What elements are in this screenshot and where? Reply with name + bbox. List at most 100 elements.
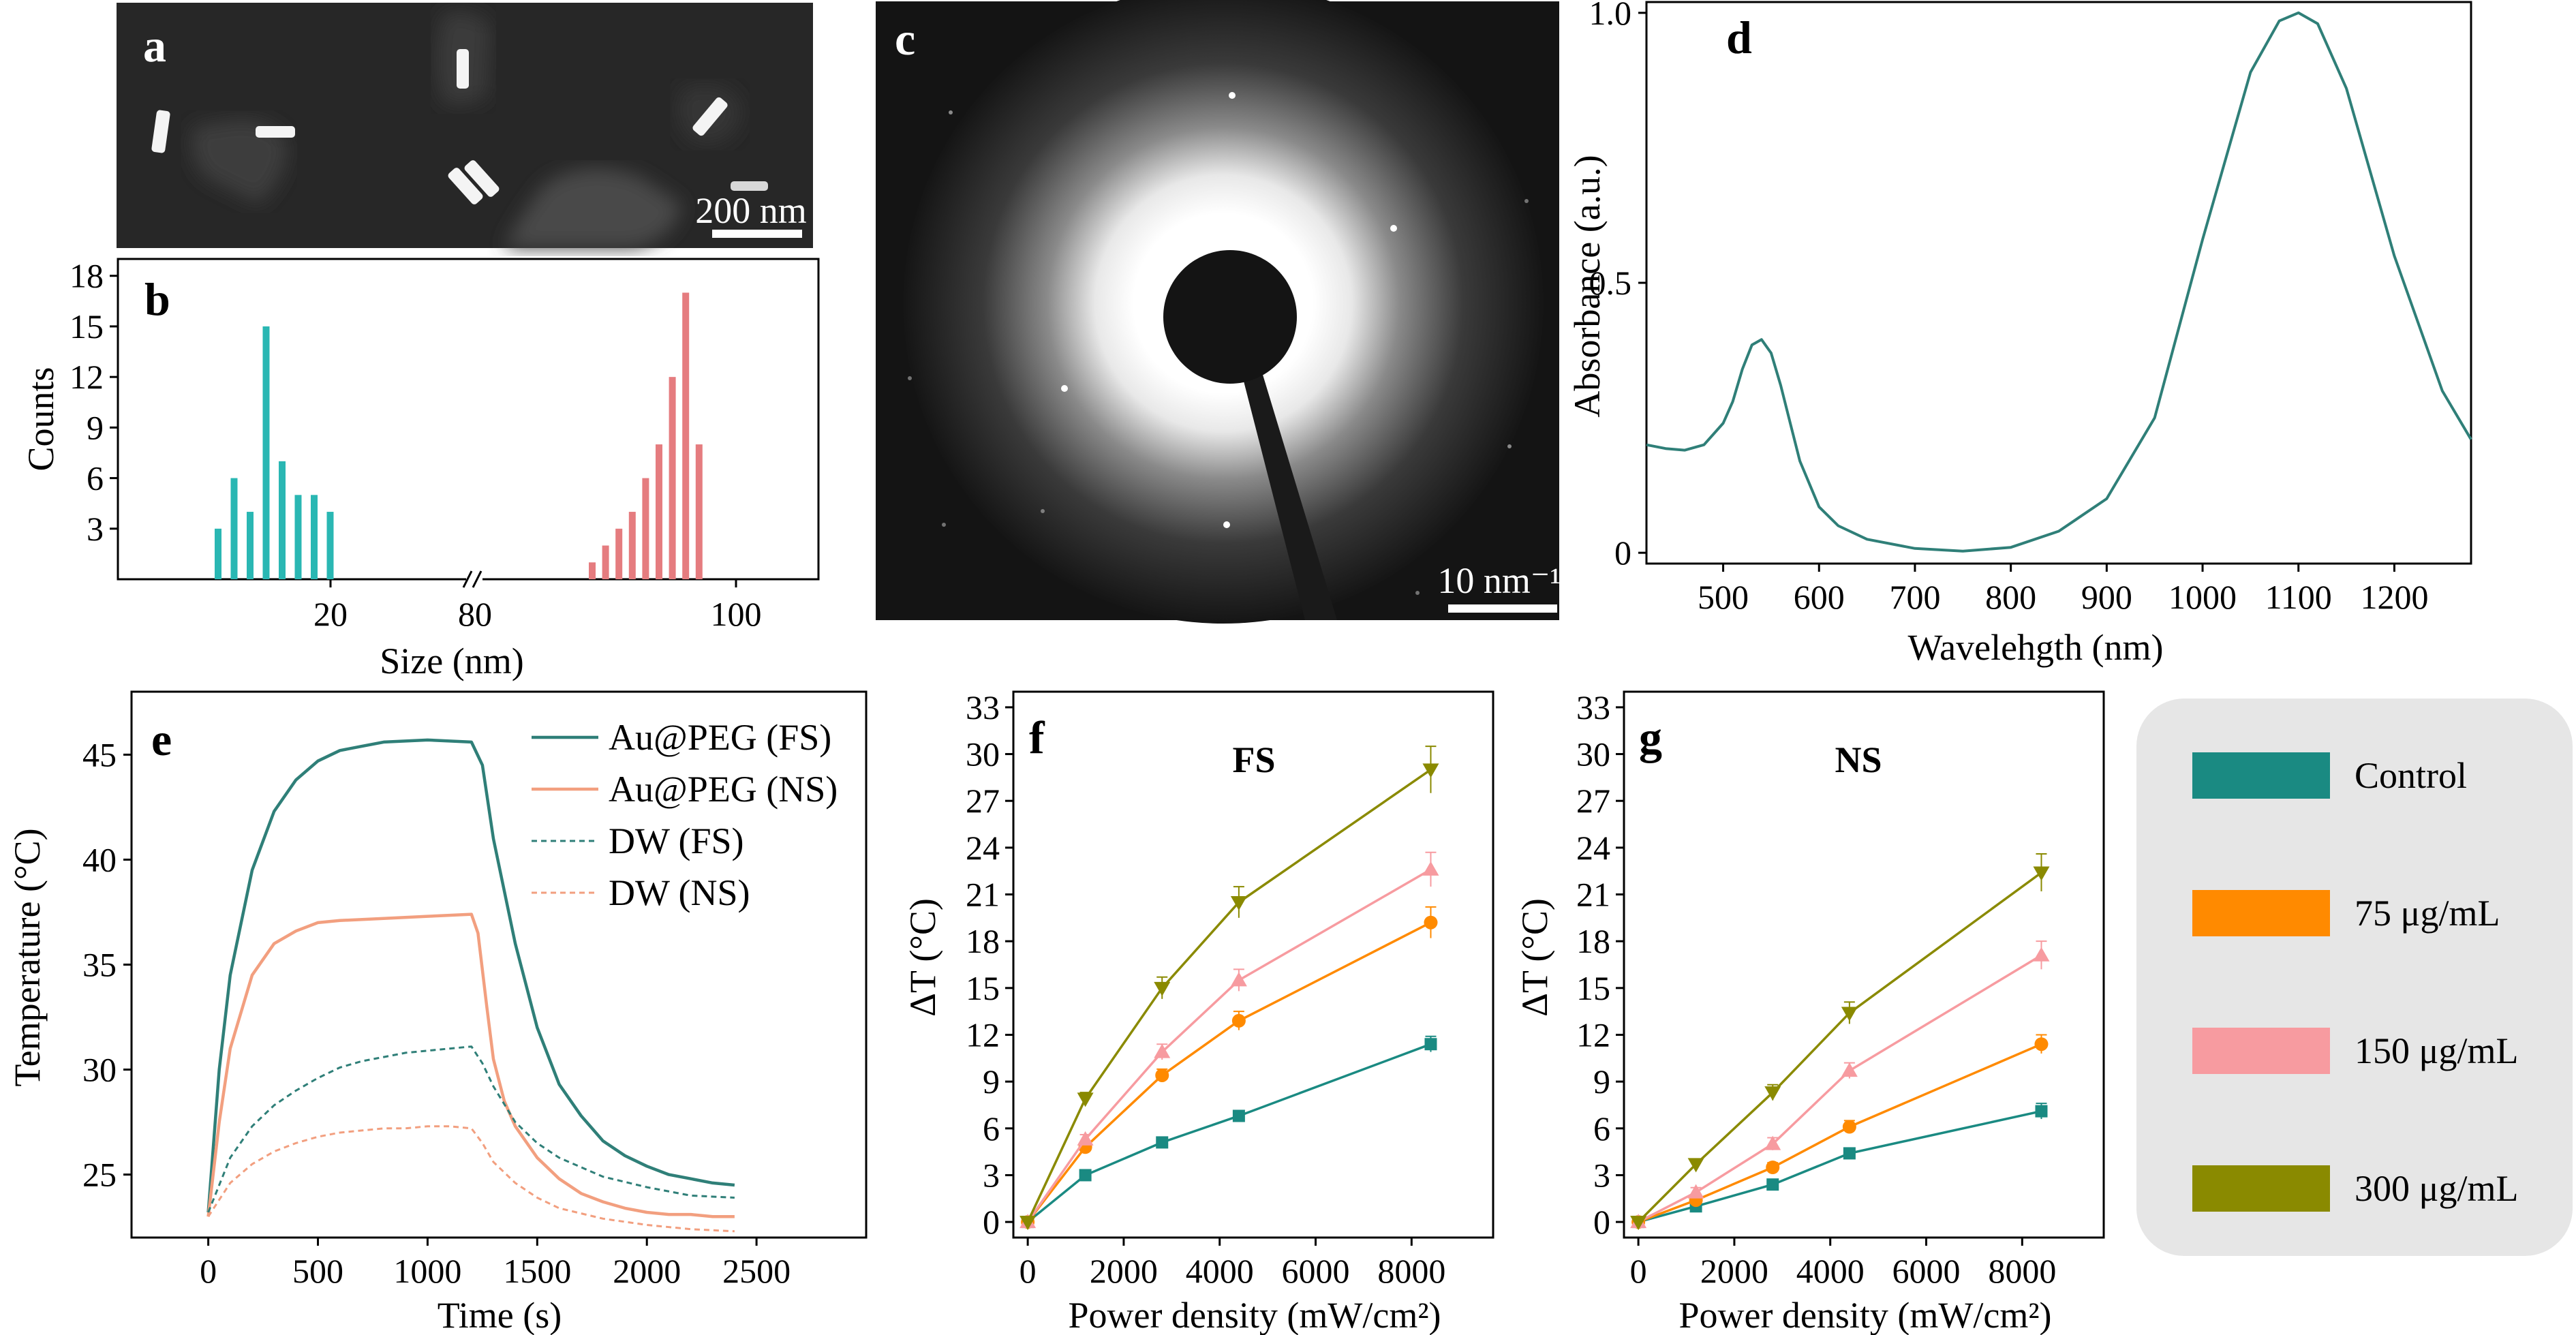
- temperature-legend: Au@PEG (FS) Au@PEG (NS) DW (FS) DW (NS): [532, 717, 838, 913]
- data-marker: [2035, 1105, 2048, 1118]
- tick-label: 27: [966, 782, 1000, 820]
- tick-label: 45: [82, 735, 117, 773]
- tick-label: 900: [2081, 578, 2132, 616]
- tick-label: 12: [1576, 1015, 1610, 1054]
- tick-label: 1000: [2168, 578, 2237, 616]
- panel-f-title: FS: [1232, 739, 1275, 780]
- tick-label: 0: [200, 1252, 217, 1290]
- data-marker: [1766, 1178, 1779, 1191]
- tick-label: 2000: [1700, 1252, 1768, 1290]
- tick-label: 0: [1614, 534, 1631, 572]
- x-axis-title: Power density (mW/cm²): [1068, 1295, 1441, 1335]
- tem-particles: [151, 12, 768, 248]
- data-marker: [1842, 1120, 1856, 1134]
- tick-label: 6: [87, 459, 104, 497]
- scale-bar: [1448, 604, 1557, 613]
- tick-label: 12: [966, 1015, 1000, 1054]
- tick-label: 9: [1593, 1062, 1610, 1101]
- concentration-legend: Control 75 μg/mL 150 μg/mL 300 μg/mL: [2136, 699, 2573, 1256]
- data-marker: [1424, 915, 1438, 930]
- tick-label: 18: [1576, 922, 1610, 960]
- data-marker: [2033, 947, 2050, 962]
- tick-label: 500: [292, 1252, 343, 1290]
- data-marker: [1687, 1158, 1704, 1173]
- histogram-bar: [656, 444, 662, 579]
- legend-items: Control 75 μg/mL 150 μg/mL 300 μg/mL: [2192, 752, 2518, 1212]
- tick-label: 1200: [2360, 578, 2428, 616]
- panel-e-letter: e: [151, 713, 172, 765]
- data-marker: [1079, 1169, 1092, 1182]
- data-marker: [1232, 1109, 1245, 1122]
- tick-label: 3: [1593, 1156, 1610, 1194]
- data-marker: [1231, 1013, 1246, 1028]
- panel-g-letter: g: [1639, 711, 1662, 763]
- legend-swatch: [2192, 890, 2330, 936]
- histogram-bar: [602, 545, 609, 579]
- tick-label: 0.5: [1589, 264, 1632, 302]
- tick-label: 33: [966, 688, 1000, 726]
- x-axis-title: Wavelehgth (nm): [1907, 627, 2163, 668]
- tick-label: 30: [82, 1051, 117, 1089]
- panel-b-letter: b: [144, 273, 170, 325]
- tick-label: 25: [82, 1156, 117, 1194]
- histogram-bar: [294, 495, 302, 579]
- tick-label: 27: [1576, 782, 1610, 820]
- beam-stopper: [1240, 368, 1337, 620]
- histogram-bar: [215, 528, 221, 579]
- legend-label: 300 μg/mL: [2355, 1168, 2518, 1209]
- panel-d-frame: [1645, 1, 2472, 565]
- tick-label: 6000: [1892, 1252, 1961, 1290]
- tick-label: 0: [1019, 1252, 1037, 1290]
- legend-label: 150 μg/mL: [2355, 1030, 2518, 1071]
- legend-label: DW (FS): [609, 820, 744, 861]
- data-marker: [1156, 1136, 1169, 1149]
- x-axis-title: Power density (mW/cm²): [1678, 1295, 2051, 1335]
- tick-label: 1500: [503, 1252, 571, 1290]
- tick-label: 15: [966, 969, 1000, 1007]
- panel-g-frame: [1623, 690, 2105, 1239]
- panel-d-letter: d: [1726, 12, 1752, 63]
- data-marker: [1154, 981, 1171, 996]
- tick-label: 500: [1698, 578, 1749, 616]
- histogram-bar: [589, 562, 596, 579]
- tick-label: 21: [1576, 876, 1610, 914]
- tick-label: 0: [1630, 1252, 1647, 1290]
- legend-label: DW (NS): [609, 872, 750, 913]
- temperature-plot: 0 500 1000 1500 2000 2500 25 30 35 40 45: [82, 735, 791, 1290]
- y-axis-title: ΔT (°C): [902, 898, 943, 1017]
- data-marker: [1155, 1068, 1169, 1082]
- panel-e: e 0 500 1000 1500 2000 2500 25 30 35 40 45 Au@PEG …: [7, 690, 868, 1335]
- tick-label: 600: [1794, 578, 1845, 616]
- series-line: [1637, 872, 2042, 1223]
- histogram-bar: [695, 444, 703, 579]
- tick-label: 2000: [613, 1252, 681, 1290]
- tick-label: 4000: [1186, 1252, 1254, 1290]
- tick-label: 8000: [1377, 1252, 1445, 1290]
- diffraction-spots: [908, 92, 1529, 595]
- tick-label: 9: [87, 408, 104, 446]
- tick-label: 18: [966, 922, 1000, 960]
- panel-b: b 3 6 9 12 15 18 20 80 100 Size (nm) Counts: [20, 257, 820, 681]
- scale-bar: [712, 230, 802, 238]
- histogram-bar: [615, 528, 623, 579]
- series-line: [1638, 954, 2042, 1223]
- tick-label: 15: [70, 307, 104, 346]
- tick-label: 20: [313, 595, 348, 633]
- x-axis-title: Time (s): [438, 1295, 562, 1335]
- panel-g: g NS 0 2000 4000 6000 8000 0 3 6 9 12 15 18 21 24 27 30…: [1514, 688, 2105, 1335]
- tick-label: 24: [966, 829, 1000, 867]
- series-line: [1026, 768, 1432, 1223]
- data-marker: [1230, 972, 1247, 987]
- data-marker: [1230, 895, 1247, 910]
- scale-bar-label: 10 nm⁻¹: [1437, 560, 1561, 601]
- tick-label: 33: [1576, 688, 1610, 726]
- tick-label: 35: [82, 946, 117, 984]
- tick-label: 40: [82, 840, 117, 878]
- histogram-bar: [669, 377, 676, 579]
- temperature-line: [207, 1125, 735, 1233]
- panel-f-letter: f: [1029, 711, 1045, 763]
- histogram-bar: [642, 478, 649, 579]
- tick-label: 1.0: [1589, 0, 1632, 32]
- tick-label: 1000: [393, 1252, 461, 1290]
